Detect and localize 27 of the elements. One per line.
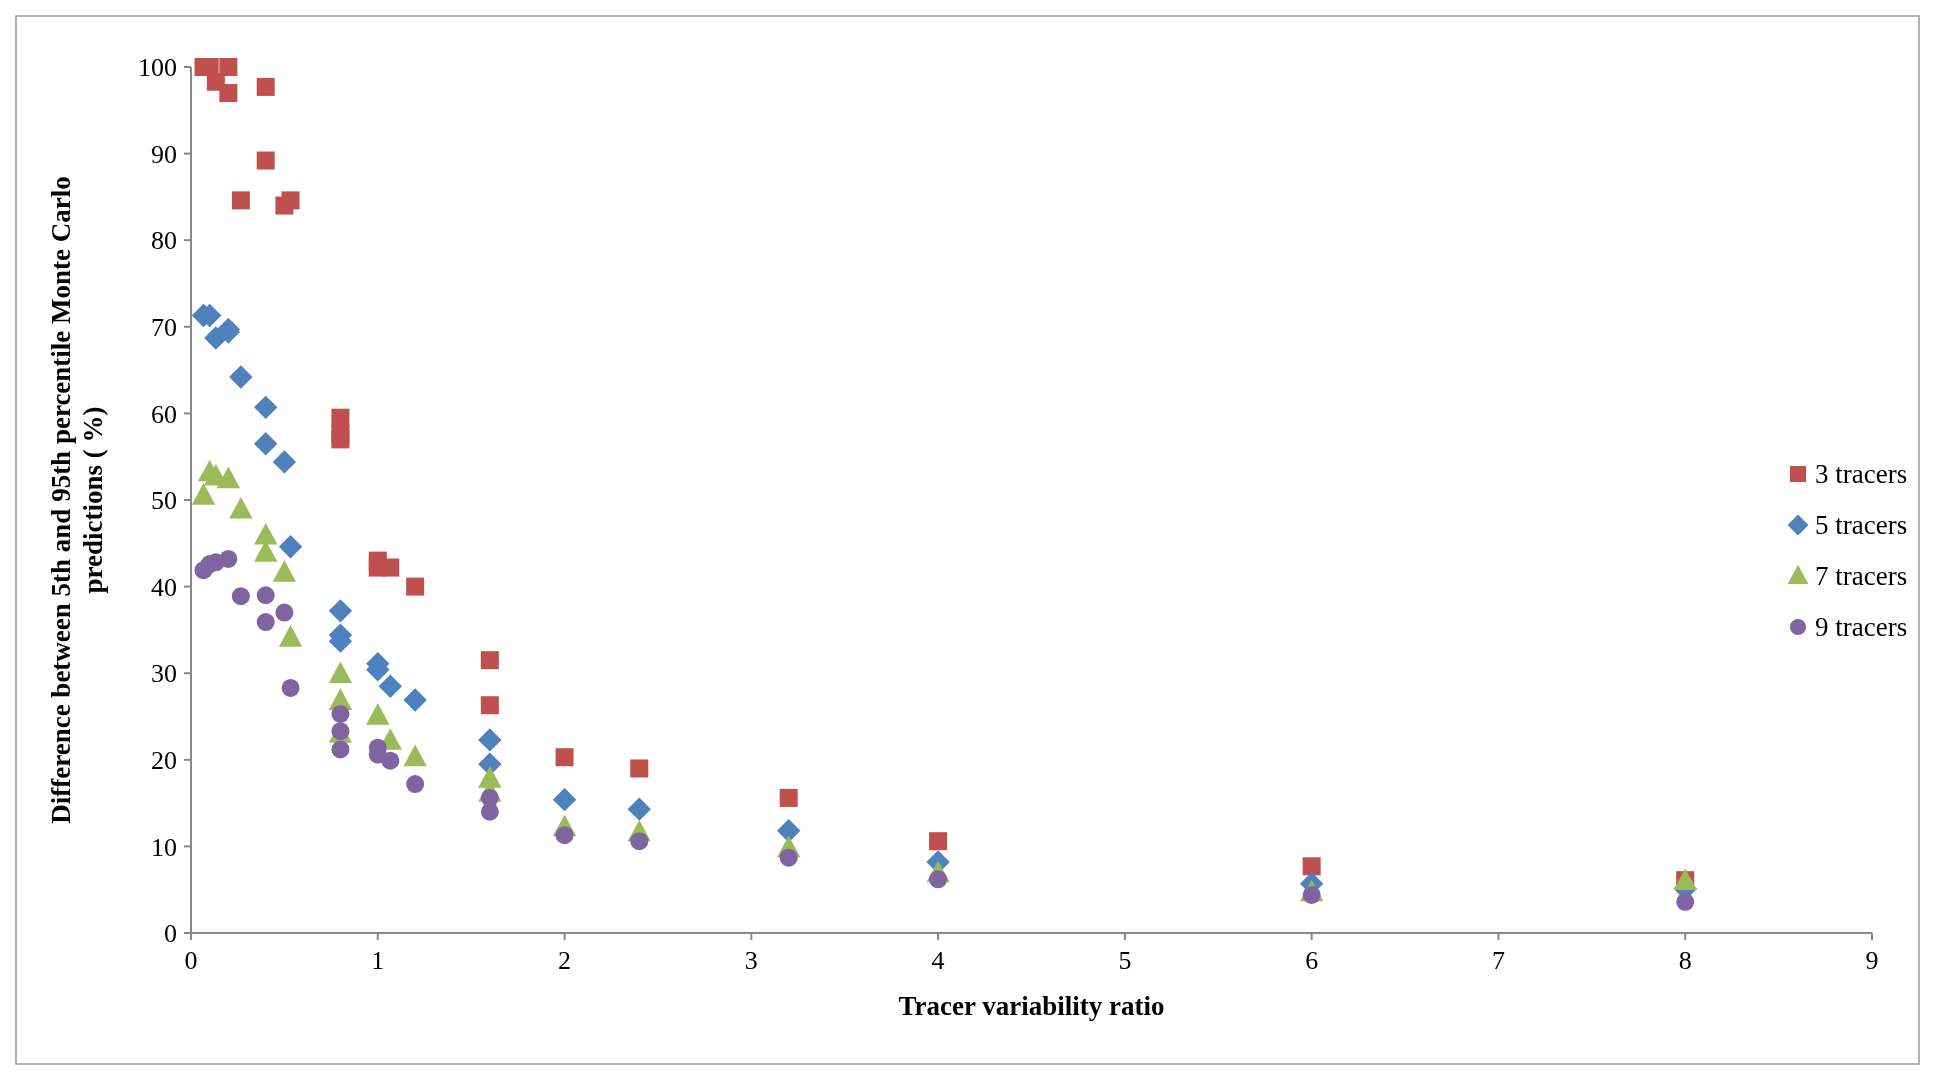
y-axis-title: Difference between 5th and 95th percentile Monte Carlo predictions ( %) (46, 176, 108, 824)
y-tick-label: 20 (151, 745, 177, 775)
x-axis-title: Tracer variability ratio (898, 991, 1165, 1021)
y-tick-label: 100 (138, 53, 177, 83)
x-tick-label: 5 (1118, 946, 1132, 975)
x-tick-label: 0 (184, 946, 198, 975)
y-tick-label: 30 (151, 659, 177, 689)
x-tick-label: 6 (1305, 946, 1319, 975)
legend-label: 9 tracers (1815, 612, 1908, 643)
y-tick-label: 90 (151, 139, 177, 169)
y-tick-label: 60 (151, 399, 177, 429)
x-tick-label: 2 (558, 946, 572, 975)
x-tick-label: 3 (744, 946, 758, 975)
y-tick-label: 80 (151, 226, 177, 256)
y-tick-label: 70 (151, 312, 177, 342)
legend-label: 5 tracers (1815, 510, 1908, 541)
y-tick-label: 50 (151, 486, 177, 516)
x-tick-label: 7 (1491, 946, 1505, 975)
x-tick-label: 9 (1865, 946, 1879, 975)
legend-label: 3 tracers (1815, 459, 1908, 490)
x-tick-label: 4 (931, 946, 945, 975)
y-tick-label: 0 (164, 919, 177, 949)
x-tick-label: 8 (1678, 946, 1692, 975)
x-tick-label: 1 (371, 946, 385, 975)
y-tick-label: 40 (151, 572, 177, 602)
legend-label: 7 tracers (1815, 561, 1908, 592)
y-tick-label: 10 (151, 832, 177, 862)
